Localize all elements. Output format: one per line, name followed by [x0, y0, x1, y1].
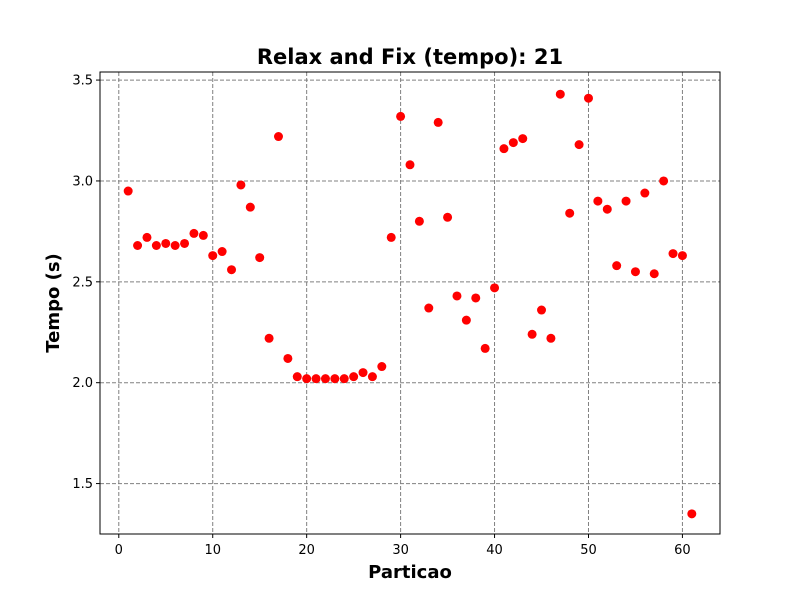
chart-title: Relax and Fix (tempo): 21: [257, 45, 563, 69]
data-point: [330, 374, 340, 384]
data-points: [123, 89, 697, 519]
data-point: [593, 196, 603, 206]
data-point: [574, 140, 584, 150]
grid-lines: [100, 72, 720, 534]
x-tick-label: 20: [298, 543, 315, 558]
x-tick-label: 30: [392, 543, 409, 558]
data-point: [659, 176, 669, 186]
data-point: [602, 204, 612, 214]
x-tick-label: 10: [204, 543, 221, 558]
data-point: [123, 186, 133, 196]
data-point: [480, 343, 490, 353]
data-point: [292, 372, 302, 382]
data-point: [612, 261, 622, 271]
data-point: [537, 305, 547, 315]
plot-area-frame: [99, 71, 721, 535]
data-point: [424, 303, 434, 313]
data-point: [255, 253, 265, 263]
axis-ticks: 0 10 20 30 40 50 60 1.5 2.0 2.5 3.0 3.5: [72, 74, 690, 558]
data-point: [161, 238, 171, 248]
data-point: [443, 212, 453, 222]
data-point: [649, 269, 659, 279]
data-point: [386, 232, 396, 242]
data-point: [349, 372, 359, 382]
data-point: [151, 241, 161, 251]
data-point: [264, 333, 274, 343]
data-point: [227, 265, 237, 275]
data-point: [339, 374, 349, 384]
y-axis-label: Tempo (s): [43, 253, 64, 353]
data-point: [245, 202, 255, 212]
data-point: [414, 216, 424, 226]
y-tick-label: 2.5: [72, 275, 93, 290]
x-tick-label: 0: [115, 543, 123, 558]
y-tick-label: 2.0: [72, 376, 93, 391]
data-point: [170, 241, 180, 251]
data-point: [471, 293, 481, 303]
x-tick-label: 40: [486, 543, 503, 558]
data-point: [461, 315, 471, 325]
data-point: [405, 160, 415, 170]
y-tick-label: 3.0: [72, 174, 93, 189]
data-point: [367, 372, 377, 382]
data-point: [133, 241, 143, 251]
data-point: [621, 196, 631, 206]
data-point: [311, 374, 321, 384]
data-point: [358, 368, 368, 378]
data-point: [490, 283, 500, 293]
data-point: [508, 138, 518, 148]
x-axis-label: Particao: [368, 562, 452, 583]
data-point: [189, 228, 199, 238]
data-point: [180, 238, 190, 248]
data-point: [396, 111, 406, 121]
x-tick-label: 50: [580, 543, 597, 558]
y-tick-label: 3.5: [72, 74, 93, 89]
data-point: [546, 333, 556, 343]
data-point: [677, 251, 687, 261]
data-point: [452, 291, 462, 301]
data-point: [630, 267, 640, 277]
data-point: [283, 353, 293, 363]
data-point: [565, 208, 575, 218]
data-point: [198, 230, 208, 240]
data-point: [687, 509, 697, 519]
data-point: [668, 249, 678, 259]
data-point: [208, 251, 218, 261]
data-point: [273, 132, 283, 142]
data-point: [217, 247, 227, 257]
x-tick-label: 60: [674, 543, 691, 558]
data-point: [527, 329, 537, 339]
data-point: [236, 180, 246, 190]
data-point: [555, 89, 565, 99]
data-point: [433, 117, 443, 127]
data-point: [142, 232, 152, 242]
data-point: [583, 93, 593, 103]
data-point: [518, 134, 528, 144]
data-point: [377, 362, 387, 372]
data-point: [320, 374, 330, 384]
data-point: [499, 144, 509, 154]
data-point: [302, 374, 312, 384]
y-tick-label: 1.5: [72, 477, 93, 492]
data-point: [640, 188, 650, 198]
